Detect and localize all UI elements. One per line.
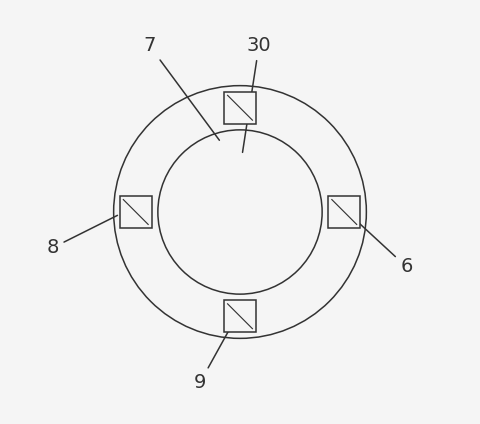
Text: 30: 30 [242,36,271,152]
Text: 9: 9 [194,322,234,392]
Text: 6: 6 [354,218,413,276]
Bar [224,92,256,123]
Text: 8: 8 [47,215,118,257]
Bar [120,196,152,228]
Text: 7: 7 [143,36,219,140]
Bar [224,301,256,332]
Bar [328,196,360,228]
